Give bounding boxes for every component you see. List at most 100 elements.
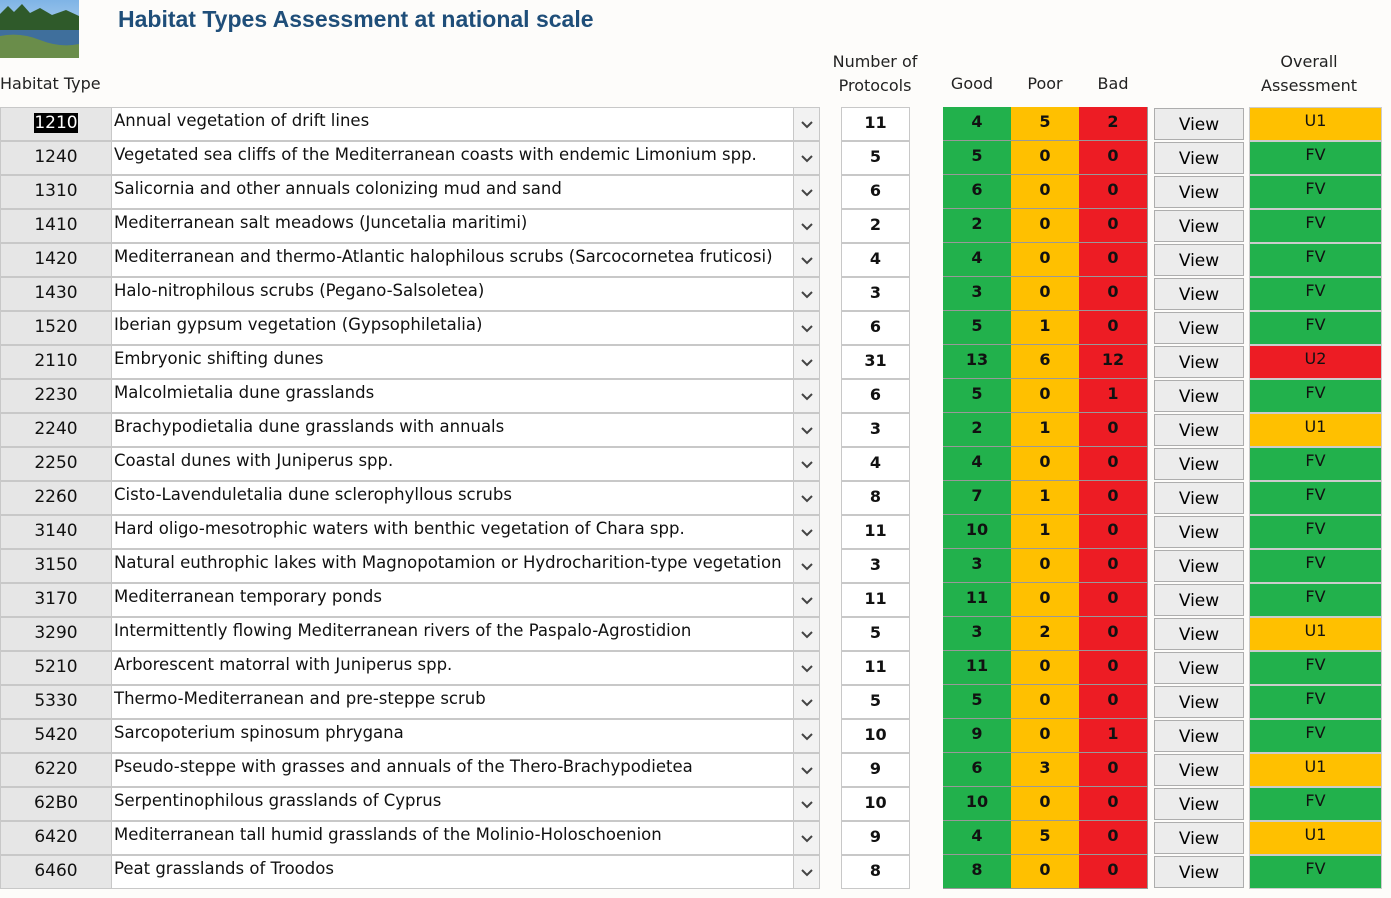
view-button[interactable]: View — [1154, 244, 1244, 276]
overall-assessment: U1 — [1249, 753, 1382, 787]
good-count: 7 — [943, 481, 1012, 515]
dropdown-button[interactable] — [793, 651, 820, 685]
poor-count: 3 — [1011, 753, 1080, 787]
view-button[interactable]: View — [1154, 550, 1244, 582]
good-count: 3 — [943, 617, 1012, 651]
dropdown-button[interactable] — [793, 549, 820, 583]
habitat-code: 1240 — [0, 141, 112, 175]
habitat-name[interactable]: Mediterranean tall humid grasslands of t… — [111, 821, 795, 855]
dropdown-button[interactable] — [793, 141, 820, 175]
bad-count: 0 — [1079, 821, 1148, 855]
view-button[interactable]: View — [1154, 516, 1244, 548]
view-button[interactable]: View — [1154, 482, 1244, 514]
poor-count: 0 — [1011, 719, 1080, 753]
habitat-name[interactable]: Natural euthrophic lakes with Magnopotam… — [111, 549, 795, 583]
habitat-name[interactable]: Embryonic shifting dunes — [111, 345, 795, 379]
habitat-name[interactable]: Halo-nitrophilous scrubs (Pegano-Salsole… — [111, 277, 795, 311]
dropdown-button[interactable] — [793, 345, 820, 379]
dropdown-button[interactable] — [793, 787, 820, 821]
good-count: 11 — [943, 651, 1012, 685]
view-button[interactable]: View — [1154, 346, 1244, 378]
habitat-name[interactable]: Cisto-Lavenduletalia dune sclerophyllous… — [111, 481, 795, 515]
habitat-code: 1210 — [0, 107, 112, 141]
view-button[interactable]: View — [1154, 822, 1244, 854]
view-button[interactable]: View — [1154, 584, 1244, 616]
view-button[interactable]: View — [1154, 142, 1244, 174]
dropdown-button[interactable] — [793, 277, 820, 311]
dropdown-button[interactable] — [793, 447, 820, 481]
dropdown-button[interactable] — [793, 685, 820, 719]
header-line: Assessment — [1261, 76, 1357, 95]
view-button[interactable]: View — [1154, 176, 1244, 208]
view-button[interactable]: View — [1154, 108, 1244, 140]
dropdown-button[interactable] — [793, 583, 820, 617]
bad-count: 0 — [1079, 651, 1148, 685]
poor-count: 1 — [1011, 311, 1080, 345]
dropdown-button[interactable] — [793, 243, 820, 277]
column-header: Poor — [1027, 74, 1063, 93]
habitat-name[interactable]: Malcolmietalia dune grasslands — [111, 379, 795, 413]
dropdown-button[interactable] — [793, 311, 820, 345]
dropdown-button[interactable] — [793, 413, 820, 447]
habitat-name[interactable]: Intermittently flowing Mediterranean riv… — [111, 617, 795, 651]
view-button[interactable]: View — [1154, 856, 1244, 888]
dropdown-button[interactable] — [793, 175, 820, 209]
view-button[interactable]: View — [1154, 448, 1244, 480]
protocol-count: 6 — [841, 175, 910, 209]
overall-assessment: U1 — [1249, 821, 1382, 855]
habitat-name[interactable]: Mediterranean and thermo-Atlantic haloph… — [111, 243, 795, 277]
habitat-name[interactable]: Iberian gypsum vegetation (Gypsophiletal… — [111, 311, 795, 345]
view-button[interactable]: View — [1154, 788, 1244, 820]
dropdown-button[interactable] — [793, 379, 820, 413]
habitat-code: 3150 — [0, 549, 112, 583]
dropdown-button[interactable] — [793, 107, 820, 141]
habitat-name[interactable]: Mediterranean temporary ponds — [111, 583, 795, 617]
column-header: Overall Assessment — [1249, 50, 1369, 98]
overall-assessment: U1 — [1249, 107, 1382, 141]
view-button[interactable]: View — [1154, 652, 1244, 684]
habitat-name[interactable]: Annual vegetation of drift lines — [111, 107, 795, 141]
view-button[interactable]: View — [1154, 414, 1244, 446]
good-count: 10 — [943, 515, 1012, 549]
view-button[interactable]: View — [1154, 686, 1244, 718]
habitat-name[interactable]: Mediterranean salt meadows (Juncetalia m… — [111, 209, 795, 243]
dropdown-button[interactable] — [793, 481, 820, 515]
habitat-name[interactable]: Vegetated sea cliffs of the Mediterranea… — [111, 141, 795, 175]
habitat-name[interactable]: Peat grasslands of Troodos — [111, 855, 795, 889]
view-button[interactable]: View — [1154, 754, 1244, 786]
dropdown-button[interactable] — [793, 719, 820, 753]
view-button[interactable]: View — [1154, 720, 1244, 752]
view-button[interactable]: View — [1154, 312, 1244, 344]
view-button[interactable]: View — [1154, 380, 1244, 412]
protocol-count: 9 — [841, 821, 910, 855]
page-title: Habitat Types Assessment at national sca… — [118, 6, 594, 32]
habitat-name[interactable]: Coastal dunes with Juniperus spp. — [111, 447, 795, 481]
habitat-name[interactable]: Salicornia and other annuals colonizing … — [111, 175, 795, 209]
view-button[interactable]: View — [1154, 618, 1244, 650]
habitat-code: 1520 — [0, 311, 112, 345]
habitat-name[interactable]: Serpentinophilous grasslands of Cyprus — [111, 787, 795, 821]
habitat-code: 1410 — [0, 209, 112, 243]
habitat-name[interactable]: Hard oligo-mesotrophic waters with benth… — [111, 515, 795, 549]
habitat-code: 5210 — [0, 651, 112, 685]
habitat-name[interactable]: Arborescent matorral with Juniperus spp. — [111, 651, 795, 685]
code-text: 1240 — [34, 147, 78, 167]
habitat-name[interactable]: Thermo-Mediterranean and pre-steppe scru… — [111, 685, 795, 719]
poor-count: 0 — [1011, 583, 1080, 617]
poor-count: 0 — [1011, 651, 1080, 685]
dropdown-button[interactable] — [793, 515, 820, 549]
dropdown-button[interactable] — [793, 617, 820, 651]
overall-assessment: FV — [1249, 209, 1382, 243]
view-button[interactable]: View — [1154, 278, 1244, 310]
column-header: Number of Protocols — [815, 50, 935, 98]
dropdown-button[interactable] — [793, 821, 820, 855]
dropdown-button[interactable] — [793, 753, 820, 787]
view-button[interactable]: View — [1154, 210, 1244, 242]
dropdown-button[interactable] — [793, 855, 820, 889]
habitat-name[interactable]: Sarcopoterium spinosum phrygana — [111, 719, 795, 753]
overall-assessment: FV — [1249, 379, 1382, 413]
habitat-name[interactable]: Brachypodietalia dune grasslands with an… — [111, 413, 795, 447]
code-text: 3140 — [34, 521, 78, 541]
dropdown-button[interactable] — [793, 209, 820, 243]
habitat-name[interactable]: Pseudo-steppe with grasses and annuals o… — [111, 753, 795, 787]
